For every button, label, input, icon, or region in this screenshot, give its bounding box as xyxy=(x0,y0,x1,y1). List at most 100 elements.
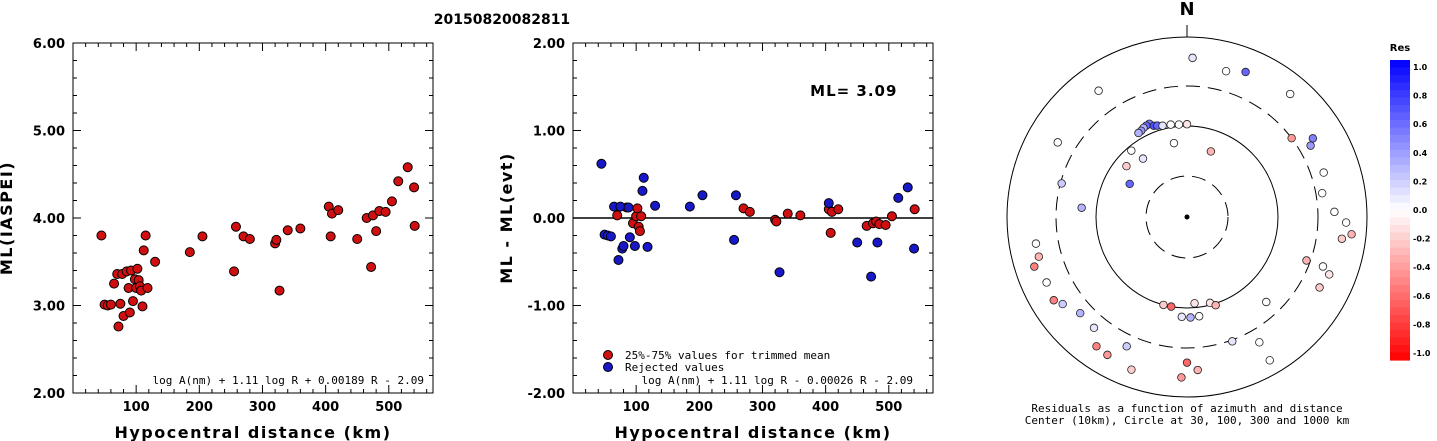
data-point xyxy=(325,231,336,242)
data-point xyxy=(115,298,126,309)
polar-caption-line2: Center (10km), Circle at 30, 100, 300 an… xyxy=(1025,414,1350,427)
station-point xyxy=(1166,120,1175,129)
circle-300km xyxy=(1055,85,1319,349)
x-axis-label: Hypocentral distance (km) xyxy=(614,423,891,441)
station-point xyxy=(1134,128,1143,138)
station-point xyxy=(1058,299,1067,309)
colorbar-tick-label: -0.2 xyxy=(1413,235,1431,244)
station-point xyxy=(1330,207,1339,217)
station-point xyxy=(1166,302,1176,311)
data-point xyxy=(774,267,785,278)
colorbar-segment xyxy=(1390,270,1410,279)
y-axis-label: ML(IASPEI) xyxy=(0,161,16,275)
colorbar-segment xyxy=(1390,105,1410,114)
polar-caption-line1: Residuals as a function of azimuth and d… xyxy=(1031,402,1342,415)
station-point xyxy=(1094,86,1103,95)
colorbar-tick-label: -0.6 xyxy=(1413,292,1431,301)
data-point xyxy=(229,266,240,277)
x-tick-label: 200 xyxy=(686,400,713,415)
colorbar-segment xyxy=(1390,337,1410,346)
data-point xyxy=(823,198,834,209)
data-point xyxy=(866,271,877,282)
station-point xyxy=(1228,337,1237,346)
data-point xyxy=(352,234,363,244)
station-point xyxy=(1122,161,1131,171)
station-point xyxy=(1125,179,1134,189)
colorbar-segment xyxy=(1390,285,1410,294)
data-point xyxy=(184,247,195,258)
colorbar-tick-label: 0.2 xyxy=(1413,177,1427,186)
station-point xyxy=(1182,358,1192,367)
data-point xyxy=(371,226,382,237)
station-point xyxy=(1057,179,1066,188)
station-point xyxy=(1174,120,1184,129)
data-point xyxy=(886,211,897,222)
data-point xyxy=(909,243,920,254)
data-point xyxy=(697,190,708,201)
colorbar-segment xyxy=(1390,142,1410,151)
station-point xyxy=(1034,252,1044,261)
station-point xyxy=(1319,168,1328,177)
data-point xyxy=(744,206,755,217)
data-point xyxy=(333,205,344,216)
data-point xyxy=(113,321,124,332)
x-tick-label: 300 xyxy=(249,400,276,415)
station-point xyxy=(1221,66,1231,76)
colorbar-segment xyxy=(1390,172,1410,181)
colorbar-tick-label: 0.8 xyxy=(1413,92,1428,101)
station-point xyxy=(1158,121,1167,130)
legend-label: Rejected values xyxy=(625,361,724,374)
station-point xyxy=(1194,312,1204,321)
figure-title: 20150820082811 xyxy=(434,12,570,28)
y-tick-label: 1.00 xyxy=(533,125,565,140)
station-point xyxy=(1127,365,1136,374)
x-tick-label: 500 xyxy=(875,400,902,415)
data-point xyxy=(902,182,913,193)
y-tick-label: -1.00 xyxy=(528,300,565,315)
data-point xyxy=(605,231,616,242)
data-point xyxy=(613,255,624,265)
data-point xyxy=(893,192,904,203)
colorbar-tick-label: 0.0 xyxy=(1413,206,1428,215)
data-point xyxy=(872,237,883,248)
data-point xyxy=(96,230,107,241)
x-tick-label: 100 xyxy=(623,400,650,415)
data-point xyxy=(730,190,741,201)
colorbar-segment xyxy=(1390,210,1410,219)
colorbar-segment xyxy=(1390,240,1410,249)
station-point xyxy=(1177,373,1186,382)
legend-marker xyxy=(603,362,613,372)
ml-annotation: ML= 3.09 xyxy=(810,82,897,100)
station-point xyxy=(1042,278,1051,287)
colorbar-segment xyxy=(1390,180,1410,189)
data-point xyxy=(782,208,793,219)
station-point xyxy=(1262,297,1271,307)
x-tick-label: 300 xyxy=(749,400,776,415)
colorbar-segment xyxy=(1390,247,1410,256)
y-tick-label: 3.00 xyxy=(33,300,65,315)
data-point xyxy=(615,201,626,212)
circle-30km xyxy=(1145,175,1229,259)
residual-vs-distance-plot: -2.00 -1.00 0.00 1.00 2.00 100 200 300 400 500 Hyp… xyxy=(497,37,934,441)
data-point xyxy=(612,210,623,221)
data-point xyxy=(729,234,740,245)
station-point xyxy=(1030,262,1039,271)
legend-marker xyxy=(603,350,613,360)
colorbar-tick-label: -0.8 xyxy=(1413,320,1431,329)
colorbar-tick-label: -0.4 xyxy=(1413,263,1431,272)
station-point xyxy=(1077,203,1086,212)
station-point xyxy=(1188,53,1197,63)
station-point xyxy=(1265,356,1274,365)
data-point xyxy=(637,185,648,196)
data-point xyxy=(137,301,148,312)
y-tick-label: 2.00 xyxy=(33,387,65,402)
colorbar-segment xyxy=(1390,307,1410,316)
station-point xyxy=(1053,138,1062,147)
colorbar-segment xyxy=(1390,150,1410,159)
data-point xyxy=(124,307,135,318)
station-point xyxy=(1177,312,1186,322)
data-point xyxy=(295,223,306,234)
station-point xyxy=(1306,141,1315,150)
